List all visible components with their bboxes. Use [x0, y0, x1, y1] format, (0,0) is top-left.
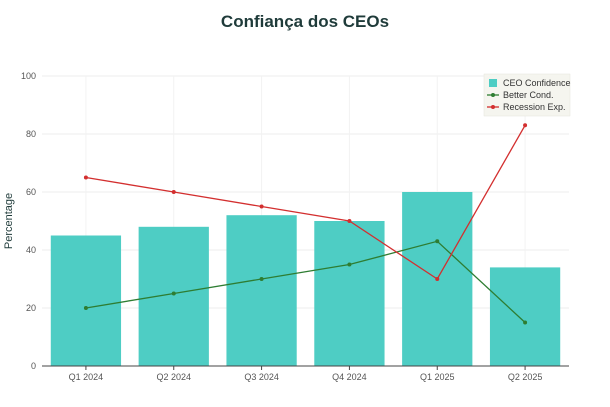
series-line: [85, 240, 526, 323]
y-tick-label: 40: [26, 245, 36, 255]
data-point: [83, 175, 88, 180]
legend-label: Recession Exp.: [503, 102, 566, 112]
x-tick-label: Q3 2024: [244, 372, 279, 382]
x-tick-label: Q4 2024: [332, 372, 367, 382]
bar: [489, 267, 561, 366]
legend-marker: [491, 93, 495, 97]
axes: 0 20 40 60 80 100 Q1 2024 Q2 2024 Q3 2024 Q4 2024…: [21, 71, 569, 382]
legend-swatch: [489, 79, 497, 87]
y-axis-label: Percentage: [3, 193, 15, 249]
x-tick-label: Q1 2025: [420, 372, 455, 382]
legend-marker: [491, 105, 495, 109]
data-point: [83, 306, 88, 310]
data-point: [523, 123, 528, 128]
data-point: [259, 204, 264, 209]
data-point: [435, 239, 440, 244]
legend-label: Better Cond.: [503, 90, 554, 100]
data-point: [171, 291, 176, 296]
legend-label: CEO Confidence: [503, 78, 571, 88]
bar: [138, 226, 209, 366]
x-tick-label: Q1 2024: [69, 372, 104, 382]
data-point: [171, 190, 176, 194]
chart-title: Confiança dos CEOs: [220, 12, 390, 31]
y-tick-label: 20: [26, 303, 36, 313]
lines: [83, 123, 528, 325]
x-tick-label: Q2 2024: [156, 372, 191, 382]
bar: [226, 215, 297, 366]
y-tick-label: 60: [26, 187, 36, 197]
series-line: [85, 124, 526, 280]
data-point: [347, 219, 352, 223]
legend: CEO Confidence Better Cond. Recession Exp.: [483, 73, 571, 117]
bars: [50, 192, 561, 366]
x-tick-label: Q2 2025: [508, 372, 543, 382]
data-point: [435, 277, 440, 281]
y-tick-label: 100: [21, 71, 36, 81]
bar: [50, 235, 122, 366]
data-point: [523, 320, 528, 325]
data-point: [259, 277, 264, 281]
data-point: [347, 262, 352, 267]
y-tick-label: 80: [26, 129, 36, 139]
y-tick-label: 0: [31, 361, 36, 371]
bar: [314, 221, 385, 366]
